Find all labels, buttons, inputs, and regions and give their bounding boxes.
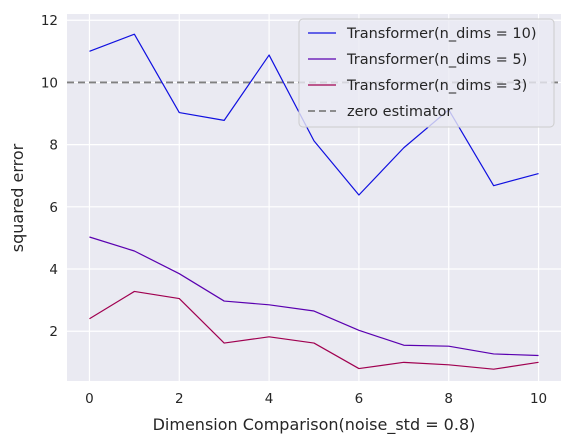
x-tick-labels: 0 2 4 6 8 10: [85, 391, 547, 407]
y-tick-labels: 2 4 6 8 10 12: [41, 13, 58, 340]
legend-label: Transformer(n_dims = 10): [346, 26, 537, 42]
x-tick-label: 0: [85, 391, 94, 407]
legend-label: Transformer(n_dims = 3): [346, 78, 527, 94]
legend-box: [298, 18, 555, 128]
x-tick-label: 2: [175, 391, 184, 407]
y-tick-label: 10: [41, 75, 58, 91]
series-line-3: [89, 290, 539, 370]
x-tick-label: 8: [444, 391, 453, 407]
x-tick-label: 10: [530, 391, 547, 407]
y-tick-label: 2: [49, 324, 58, 340]
x-tick-label: 4: [265, 391, 274, 407]
y-tick-label: 8: [49, 138, 58, 154]
y-tick-label: 6: [49, 200, 58, 216]
series-lines: [89, 33, 539, 370]
x-axis-title: Dimension Comparison(noise_std = 0.8): [153, 415, 476, 435]
y-tick-label: 4: [49, 262, 58, 278]
x-tick-label: 6: [355, 391, 364, 407]
legend-label: Transformer(n_dims = 5): [346, 52, 527, 68]
series-line-2: [89, 236, 539, 357]
y-axis-title: squared error: [8, 143, 27, 252]
series-line-1: [89, 33, 539, 196]
y-tick-label: 12: [41, 13, 58, 29]
legend-label: zero estimator: [347, 104, 452, 120]
legend: Transformer(n_dims = 10) Transformer(n_di…: [298, 18, 555, 128]
